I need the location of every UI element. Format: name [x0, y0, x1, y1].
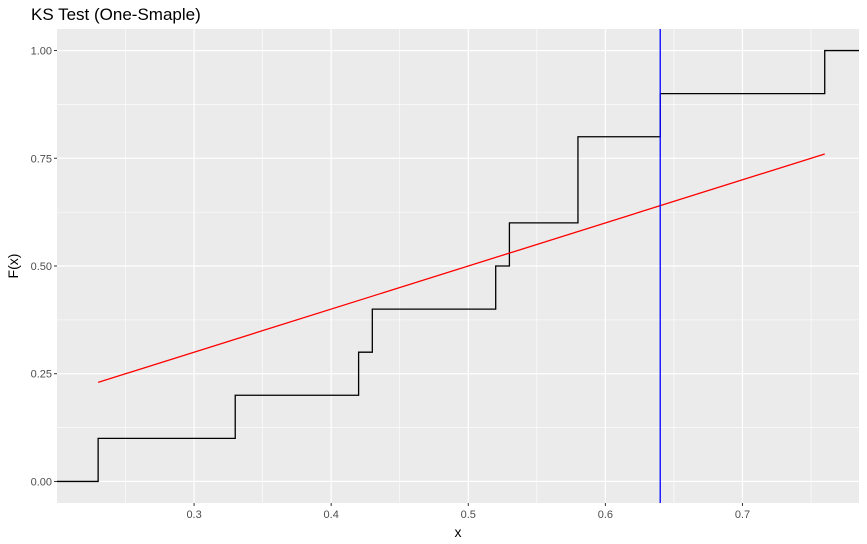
x-tick-label: 0.5 — [461, 509, 476, 521]
y-tick-label: 0.50 — [31, 261, 52, 273]
y-tick-label: 0.75 — [31, 153, 52, 165]
y-axis: 0.00 0.25 0.50 0.75 1.00 — [31, 46, 57, 488]
chart-marks — [57, 29, 859, 503]
grid-major — [57, 29, 859, 503]
chart-title: KS Test (One-Smaple) — [31, 5, 201, 24]
x-tick-label: 0.7 — [735, 509, 750, 521]
x-tick-label: 0.3 — [186, 509, 201, 521]
x-axis-title: x — [455, 524, 462, 540]
x-tick-label: 0.6 — [598, 509, 613, 521]
y-axis-title: F(x) — [5, 254, 21, 279]
y-tick-label: 1.00 — [31, 46, 52, 58]
x-tick-label: 0.4 — [324, 509, 339, 521]
y-tick-label: 0.25 — [31, 369, 52, 381]
y-tick-label: 0.00 — [31, 476, 52, 488]
theoretical-cdf-line — [97, 153, 825, 383]
x-axis: 0.3 0.4 0.5 0.6 0.7 — [186, 503, 750, 521]
